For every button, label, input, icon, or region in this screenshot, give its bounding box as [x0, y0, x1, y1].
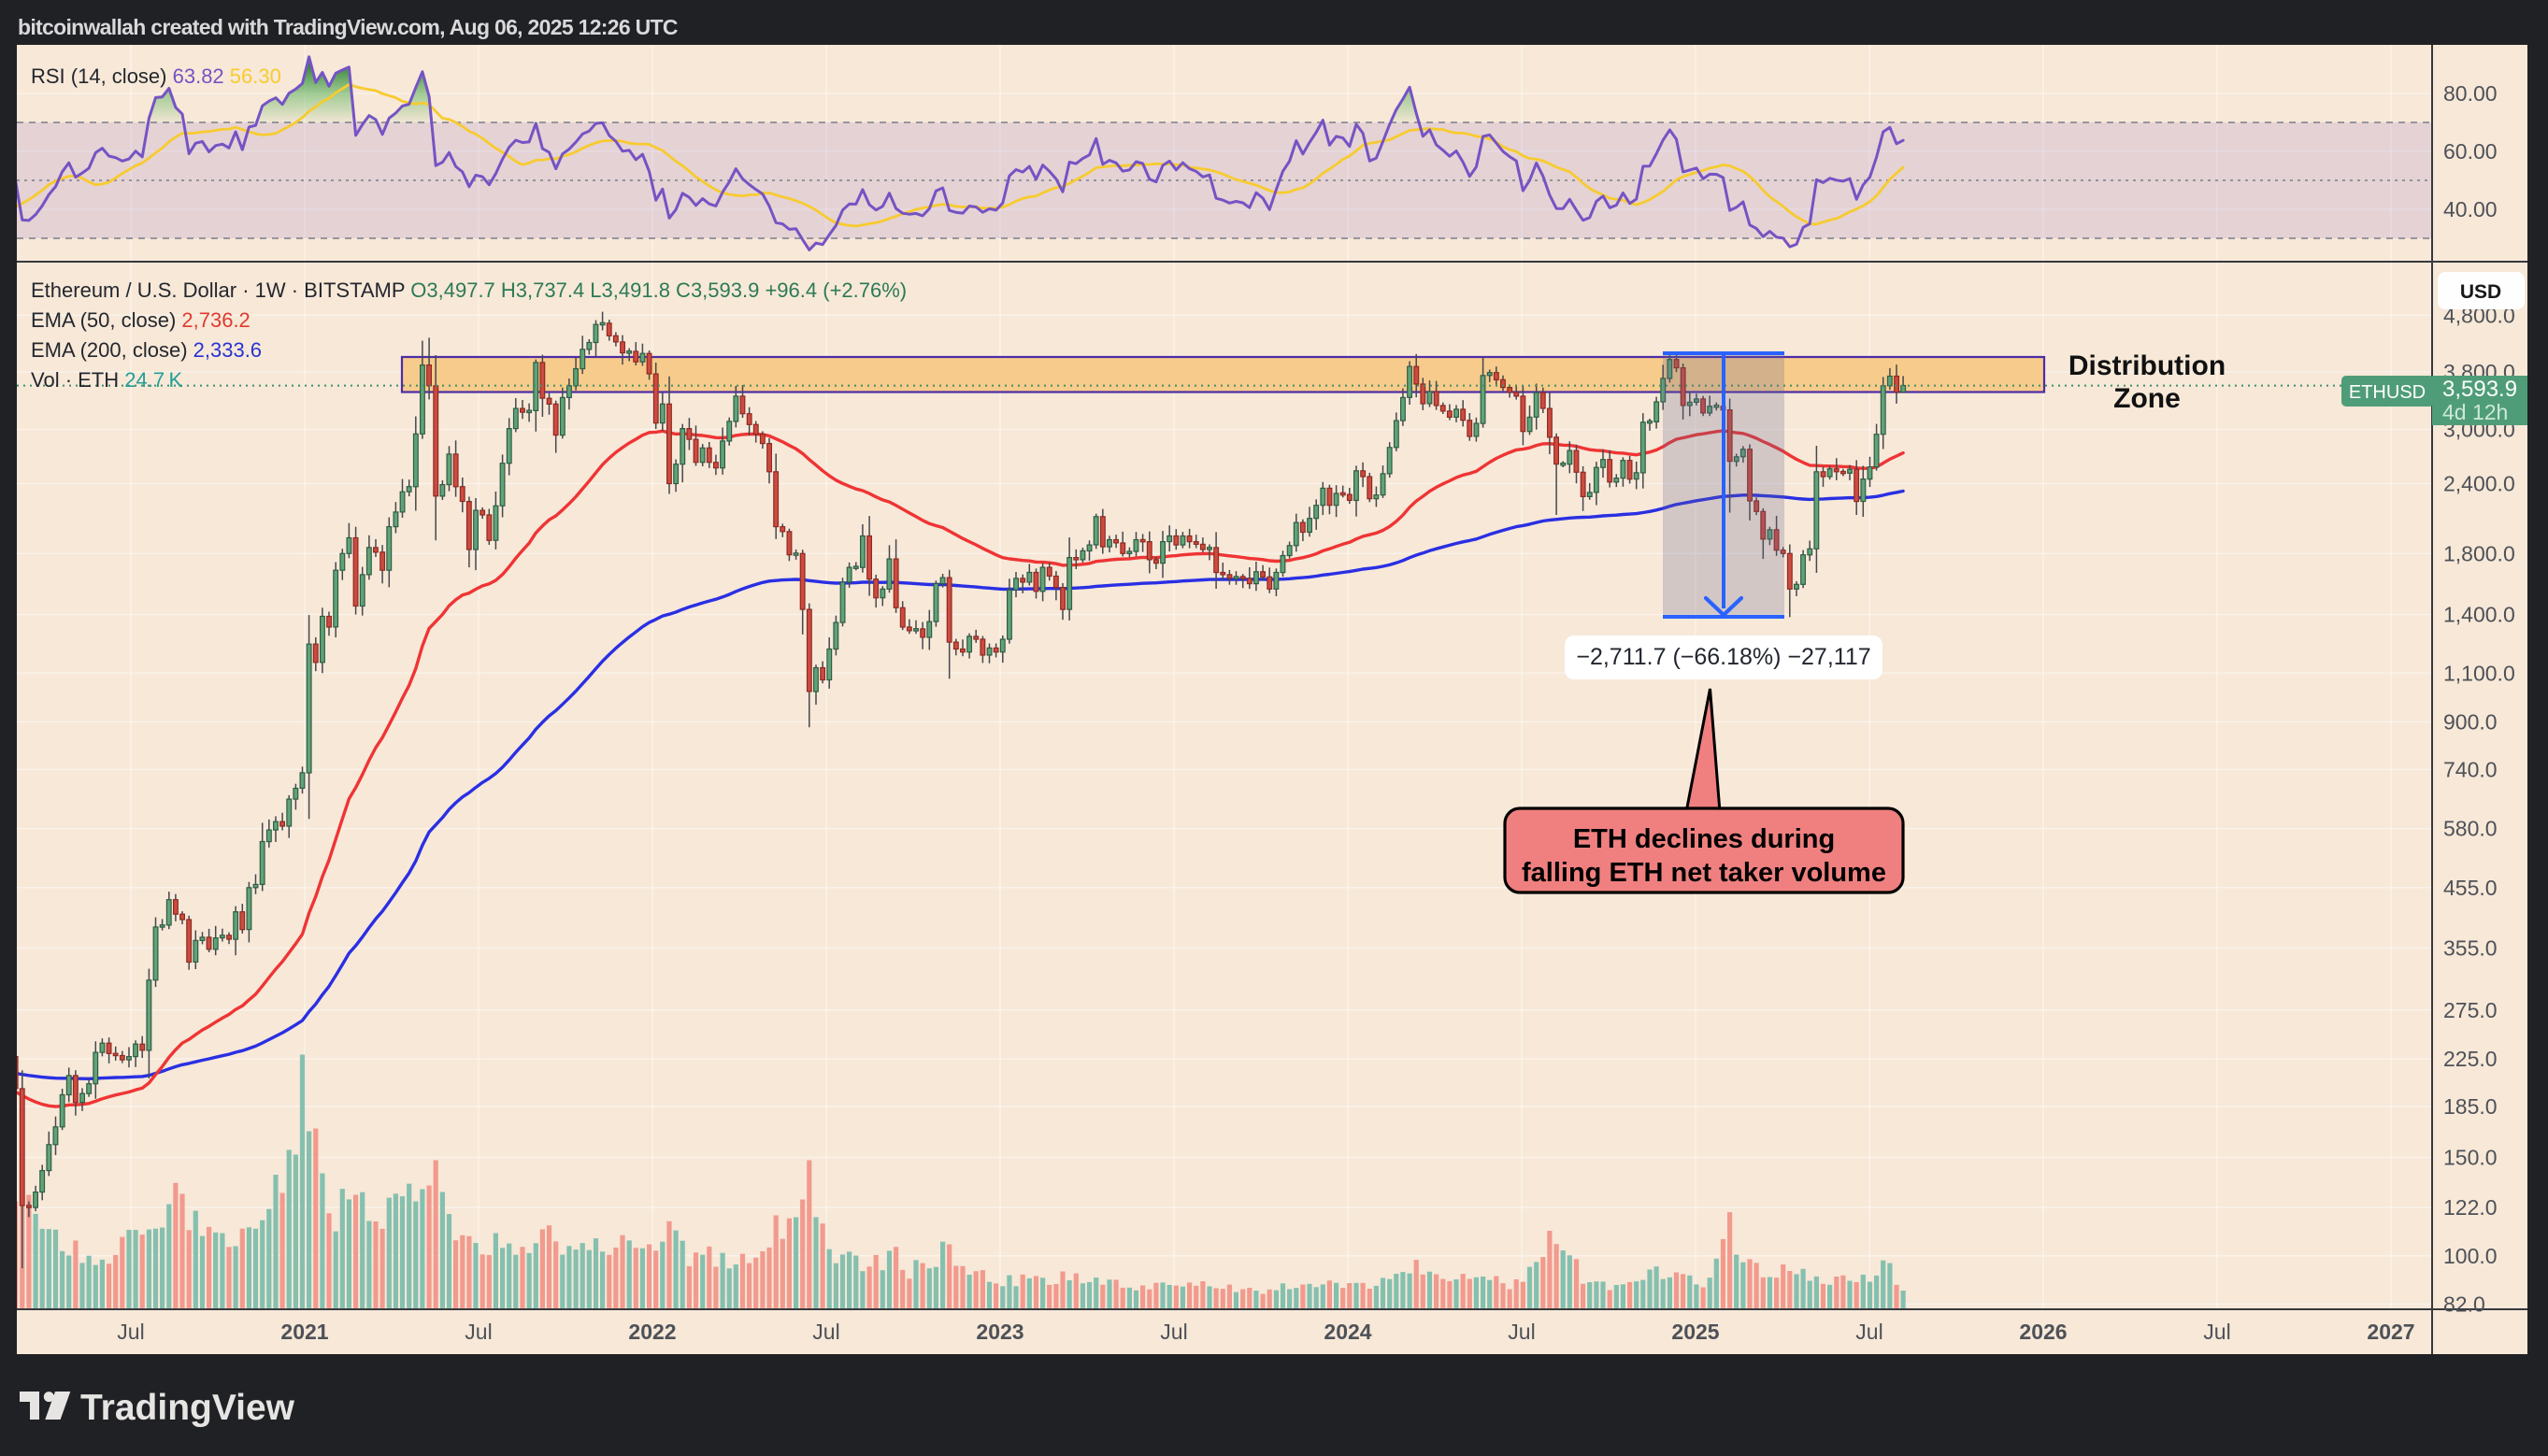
svg-text:TradingView: TradingView — [80, 1388, 295, 1428]
svg-text:Jul: Jul — [812, 1320, 839, 1344]
svg-text:ETHUSD: ETHUSD — [2349, 382, 2426, 403]
svg-text:4d 12h: 4d 12h — [2442, 400, 2508, 424]
svg-text:Zone: Zone — [2113, 383, 2181, 414]
svg-text:2022: 2022 — [628, 1320, 676, 1344]
svg-text:2021: 2021 — [280, 1320, 328, 1344]
svg-text:EMA (50, close) 2,736.2: EMA (50, close) 2,736.2 — [31, 308, 251, 332]
svg-text:USD: USD — [2460, 281, 2501, 303]
svg-text:185.0: 185.0 — [2443, 1094, 2498, 1119]
svg-text:100.0: 100.0 — [2443, 1244, 2498, 1268]
svg-text:80.00: 80.00 — [2443, 81, 2498, 106]
svg-text:RSI (14, close) 63.82 56.30: RSI (14, close) 63.82 56.30 — [31, 64, 281, 88]
svg-text:150.0: 150.0 — [2443, 1145, 2498, 1169]
svg-text:2027: 2027 — [2367, 1320, 2414, 1344]
svg-text:225.0: 225.0 — [2443, 1047, 2498, 1071]
svg-text:82.0: 82.0 — [2443, 1292, 2485, 1316]
svg-text:2023: 2023 — [976, 1320, 1023, 1344]
svg-text:1,800.0: 1,800.0 — [2443, 541, 2515, 565]
svg-text:3,593.9: 3,593.9 — [2442, 377, 2517, 402]
svg-text:Distribution: Distribution — [2068, 350, 2226, 381]
svg-text:Jul: Jul — [1855, 1320, 1882, 1344]
svg-text:900.0: 900.0 — [2443, 709, 2498, 734]
svg-text:bitcoinwallah created with Tra: bitcoinwallah created with TradingView.c… — [18, 15, 678, 39]
svg-text:−2,711.7 (−66.18%) −27,117: −2,711.7 (−66.18%) −27,117 — [1576, 644, 1870, 670]
svg-text:122.0: 122.0 — [2443, 1195, 2498, 1220]
svg-text:455.0: 455.0 — [2443, 876, 2498, 900]
svg-text:40.00: 40.00 — [2443, 197, 2498, 221]
svg-text:Jul: Jul — [117, 1320, 144, 1344]
svg-text:ETH declines during: ETH declines during — [1573, 824, 1835, 854]
svg-text:2,400.0: 2,400.0 — [2443, 471, 2515, 495]
svg-text:2024: 2024 — [1324, 1320, 1371, 1344]
svg-text:1,100.0: 1,100.0 — [2443, 661, 2515, 685]
svg-text:Vol · ETH 24.7 K: Vol · ETH 24.7 K — [31, 368, 182, 392]
svg-text:1,400.0: 1,400.0 — [2443, 603, 2515, 627]
svg-text:falling ETH net taker volume: falling ETH net taker volume — [1522, 858, 1886, 888]
svg-text:275.0: 275.0 — [2443, 998, 2498, 1022]
svg-text:Ethereum / U.S. Dollar · 1W ·: Ethereum / U.S. Dollar · 1W · BITSTAMP O… — [31, 278, 907, 302]
svg-text:740.0: 740.0 — [2443, 757, 2498, 781]
svg-text:580.0: 580.0 — [2443, 817, 2498, 841]
svg-text:Jul: Jul — [2203, 1320, 2230, 1344]
svg-text:2026: 2026 — [2019, 1320, 2067, 1344]
svg-text:355.0: 355.0 — [2443, 935, 2498, 960]
svg-text:EMA (200, close) 2,333.6: EMA (200, close) 2,333.6 — [31, 338, 262, 362]
svg-text:2025: 2025 — [1671, 1320, 1719, 1344]
svg-text:60.00: 60.00 — [2443, 139, 2498, 164]
svg-text:Jul: Jul — [465, 1320, 492, 1344]
svg-text:Jul: Jul — [1160, 1320, 1187, 1344]
svg-text:Jul: Jul — [1508, 1320, 1535, 1344]
